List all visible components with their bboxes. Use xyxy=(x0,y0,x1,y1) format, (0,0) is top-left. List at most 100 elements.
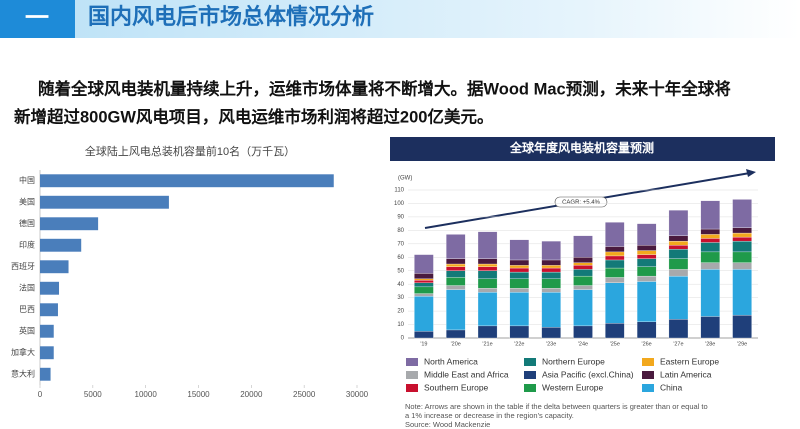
bar-segment xyxy=(509,292,530,327)
bar-segment xyxy=(605,259,625,269)
bar-segment xyxy=(477,278,498,289)
y-tick-label: 法国 xyxy=(19,282,35,292)
bar-segment xyxy=(414,331,434,339)
legend-label: Northern Europe xyxy=(542,356,605,366)
bar-segment xyxy=(573,275,593,286)
header-band xyxy=(75,0,800,38)
bar-segment xyxy=(509,265,530,269)
bar-segment xyxy=(605,251,625,257)
bar-segment xyxy=(509,259,530,266)
bar-segment xyxy=(668,249,689,259)
bar-segment xyxy=(477,258,498,265)
body-text: 新增超过800GW风电项目，风电运维市场利润将超过200亿美元。 xyxy=(14,106,493,126)
y-tick-label: 意大利 xyxy=(11,368,35,378)
source: Source: Wood Mackenzie xyxy=(405,420,490,429)
bar-segment xyxy=(700,200,720,230)
bar xyxy=(40,217,99,231)
bar-segment xyxy=(477,231,498,259)
bar-segment xyxy=(700,234,720,239)
bar-segment xyxy=(541,267,561,273)
bar-segment xyxy=(509,325,530,339)
bar-segment xyxy=(700,269,720,317)
y-tick-label: 印度 xyxy=(19,239,35,249)
bar-segment xyxy=(636,321,657,339)
bar-segment xyxy=(636,223,657,246)
bar xyxy=(40,324,54,338)
bar-segment xyxy=(732,227,752,234)
legend-label: North America xyxy=(424,356,478,366)
chart-title-bar xyxy=(390,137,775,161)
header-title: 国内风电后市场总体情况分析 xyxy=(88,4,374,29)
bar-segment xyxy=(700,242,720,253)
x-tick-label: 30000 xyxy=(346,390,369,399)
bar-segment xyxy=(509,239,530,261)
y-tick-label: 110 xyxy=(394,188,404,194)
bar-segment xyxy=(541,288,561,293)
bar xyxy=(40,238,82,252)
legend-label: Asia Pacific (excl.China) xyxy=(542,369,634,379)
bar-segment xyxy=(477,288,498,293)
legend-swatch xyxy=(642,384,654,392)
chart-title: 全球陆上风电总装机容量前10名（万千瓦） xyxy=(85,144,295,158)
x-tick-label: 10000 xyxy=(135,390,158,399)
legend-label: Middle East and Africa xyxy=(424,369,509,379)
legend-swatch xyxy=(406,371,418,379)
legend-swatch xyxy=(524,371,536,379)
bar-segment xyxy=(541,271,561,279)
bar-segment xyxy=(446,234,466,259)
y-tick-label: 英国 xyxy=(19,325,35,335)
bar-segment xyxy=(700,238,720,243)
bar-segment xyxy=(541,292,561,328)
y-tick-label: 60 xyxy=(397,255,404,261)
bar-segment xyxy=(700,262,720,270)
y-tick-label: 0 xyxy=(401,336,405,342)
x-tick-label: 15000 xyxy=(187,390,210,399)
bar-segment xyxy=(446,270,466,278)
bar-segment xyxy=(732,199,752,228)
x-tick-label: '19 xyxy=(420,341,427,347)
bar-segment xyxy=(541,259,561,266)
y-tick-label: 100 xyxy=(394,201,405,207)
bar-segment xyxy=(605,277,625,283)
bar-segment xyxy=(636,254,657,259)
bar-segment xyxy=(732,262,752,270)
y-tick-label: 70 xyxy=(397,241,404,247)
y-tick-label: 德国 xyxy=(19,218,35,228)
bar-segment xyxy=(414,279,434,283)
x-tick-label: 5000 xyxy=(84,390,102,399)
x-tick-label: '23e xyxy=(546,341,556,347)
bar-segment xyxy=(732,314,752,339)
bar-segment xyxy=(700,316,720,339)
bar-segment xyxy=(509,288,530,293)
x-tick-label: '22e xyxy=(514,341,524,347)
annotation-box xyxy=(554,196,608,208)
x-tick-label: '27e xyxy=(673,341,683,347)
bar-segment xyxy=(573,289,593,327)
y-tick-label: 美国 xyxy=(19,196,35,206)
x-tick-label: '24e xyxy=(578,341,588,347)
legend-label: Latin America xyxy=(660,369,712,379)
note: Note: Arrows are shown in the table if t… xyxy=(405,402,708,411)
y-tick-label: 10 xyxy=(397,322,404,328)
y-tick-label: 30 xyxy=(397,295,404,301)
bar-segment xyxy=(636,275,657,282)
legend-swatch xyxy=(642,358,654,366)
x-tick-label: 25000 xyxy=(293,390,316,399)
bar-segment xyxy=(605,267,625,278)
bar-segment xyxy=(605,323,625,339)
bar-segment xyxy=(573,262,593,266)
bar-segment xyxy=(414,278,434,281)
y-tick-label: 中国 xyxy=(19,175,35,185)
bar-segment xyxy=(668,210,689,236)
y-tick-label: 40 xyxy=(397,282,404,288)
bar-segment xyxy=(414,254,434,274)
bar xyxy=(40,346,54,360)
bar-segment xyxy=(636,258,657,267)
bar-segment xyxy=(636,281,657,323)
legend-swatch xyxy=(406,358,418,366)
y-tick-label: 巴西 xyxy=(19,305,35,314)
bar-segment xyxy=(573,265,593,270)
legend-label: Southern Europe xyxy=(424,382,489,392)
bar-segment xyxy=(605,246,625,253)
